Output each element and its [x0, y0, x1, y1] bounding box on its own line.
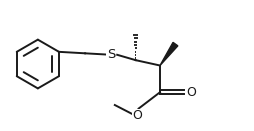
Text: S: S — [107, 48, 115, 61]
Text: O: O — [132, 109, 142, 122]
Text: O: O — [186, 86, 196, 99]
Polygon shape — [160, 42, 178, 66]
